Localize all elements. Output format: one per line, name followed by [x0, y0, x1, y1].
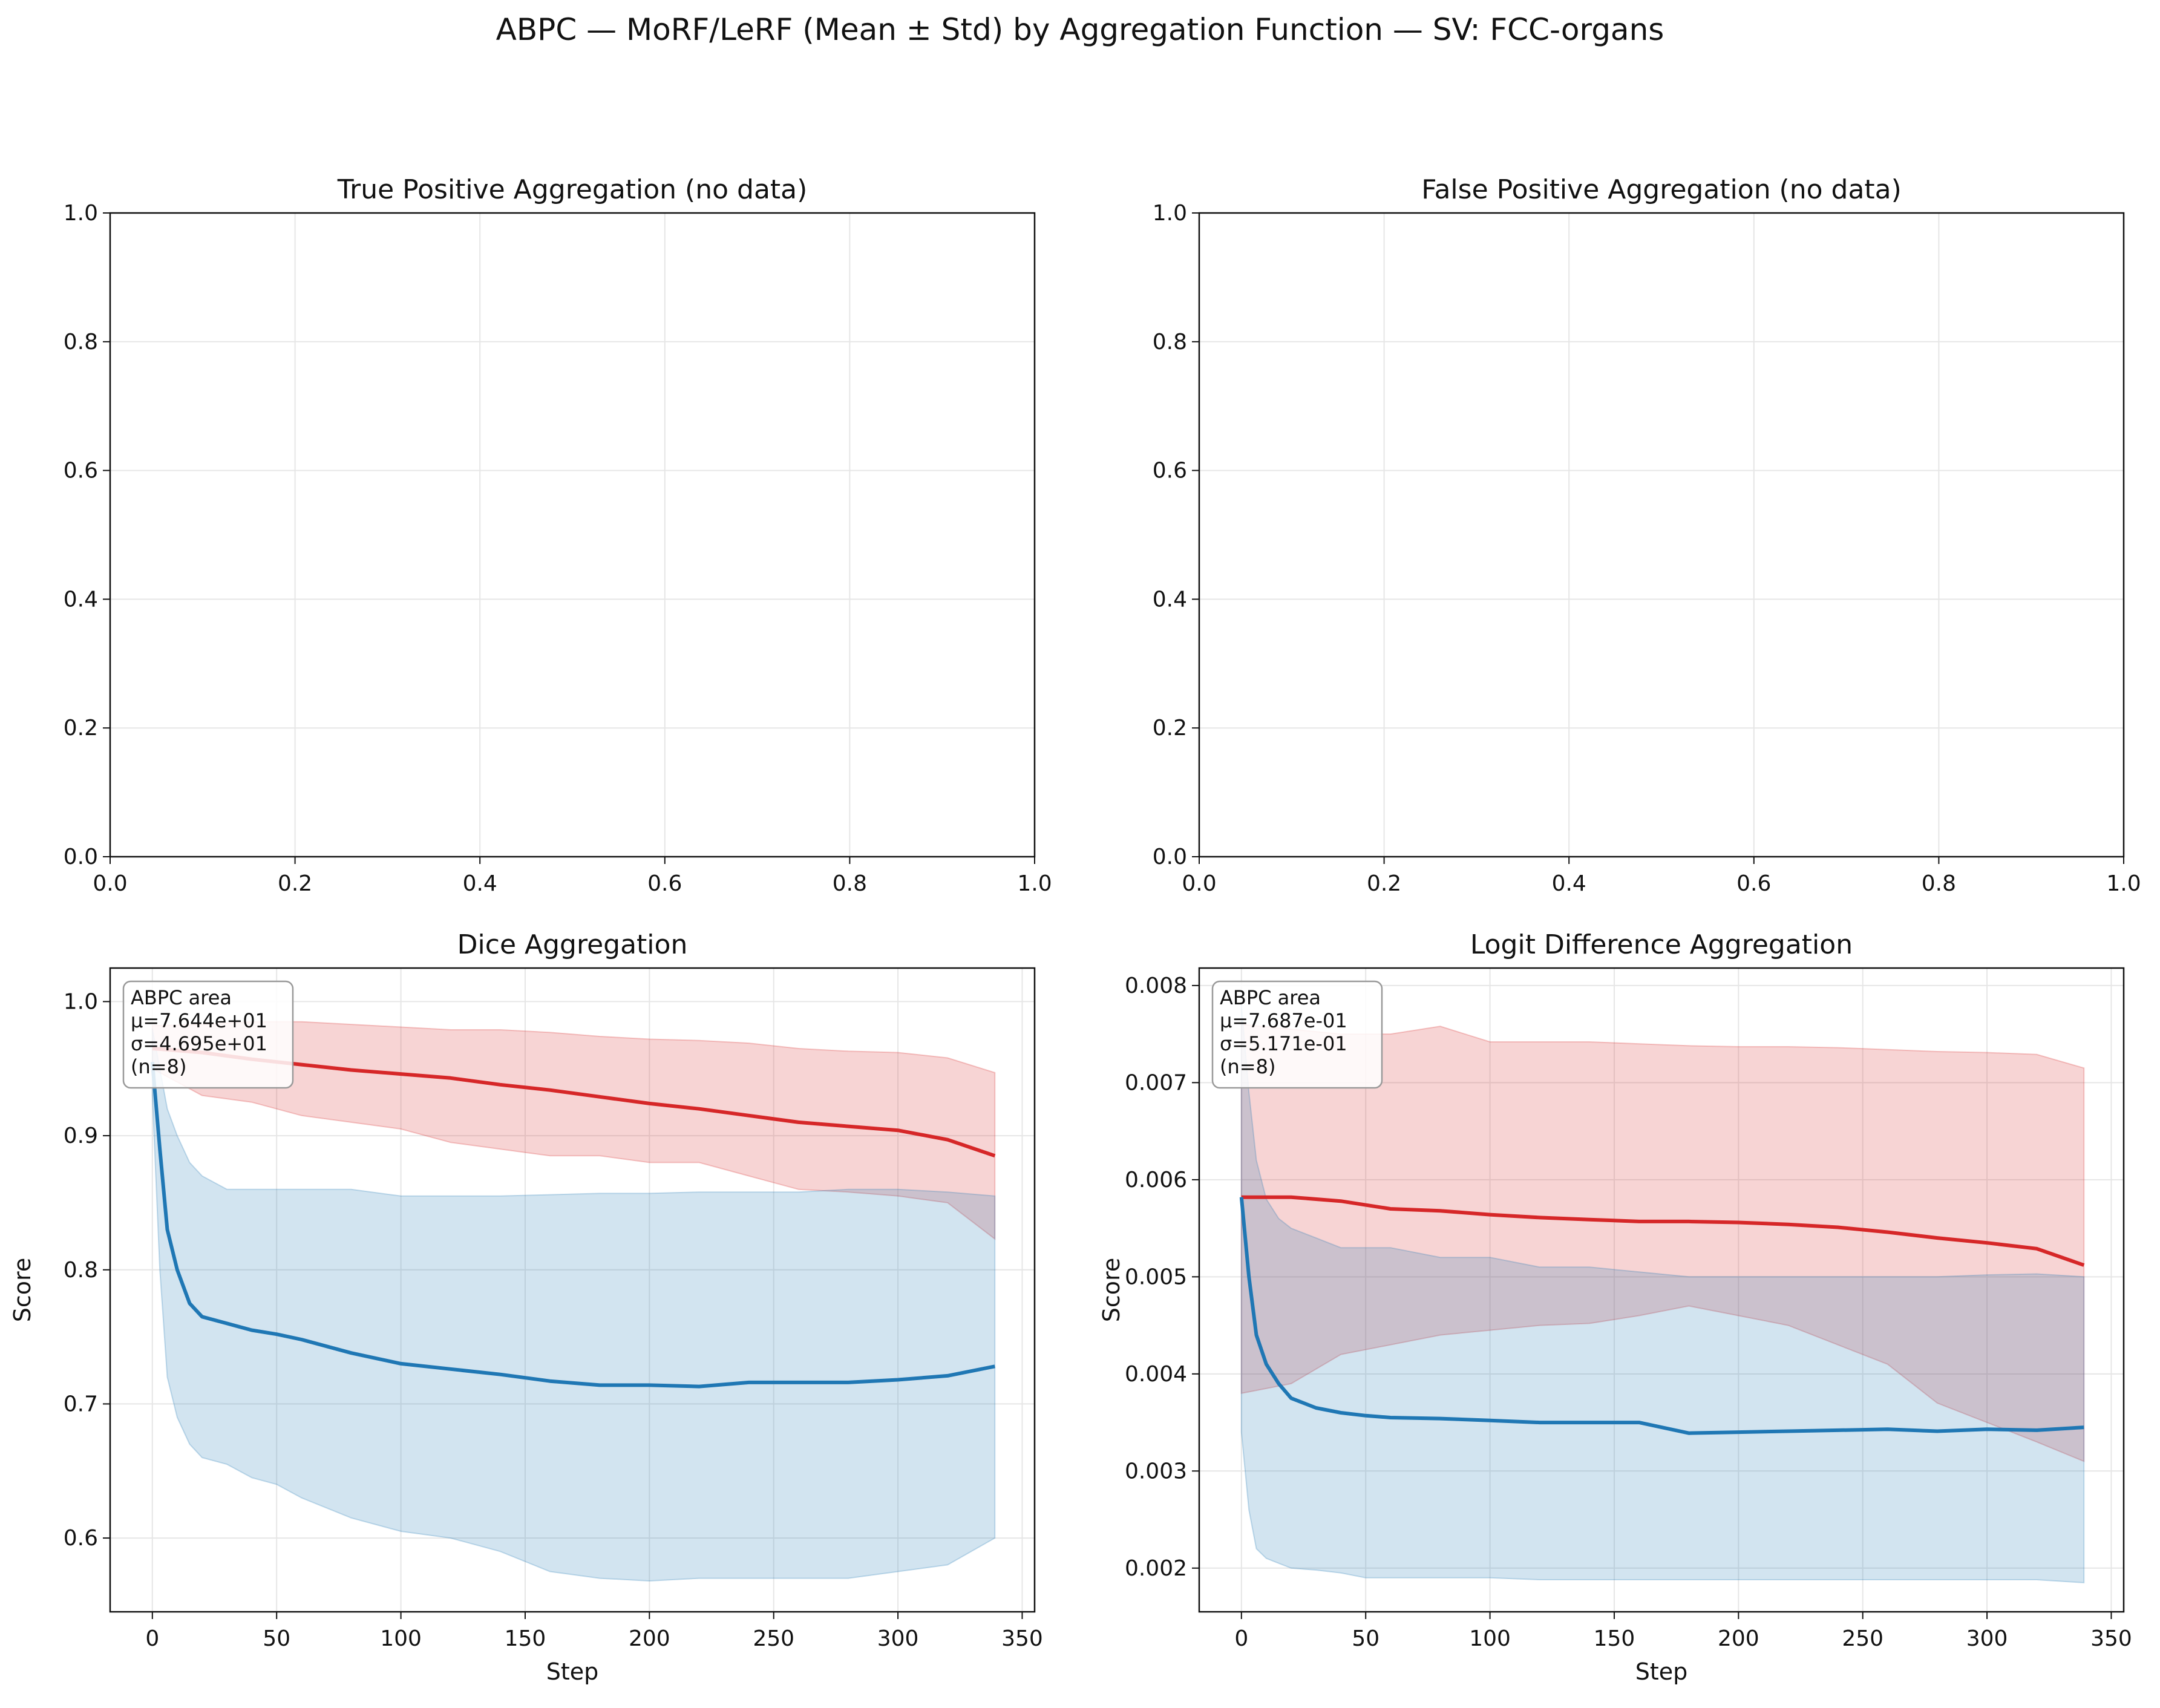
y-tick-label: 0.4: [1153, 587, 1187, 612]
mean-line: [150, 1061, 995, 1389]
x-tick-label: 50: [1352, 1626, 1379, 1651]
y-tick-label: 0.6: [64, 459, 98, 483]
x-tick-label: 1.0: [2106, 871, 2141, 896]
x-tick-label: 200: [629, 1626, 670, 1651]
x-tick-label: 0.4: [463, 871, 497, 896]
x-tick-label: 0.0: [1182, 871, 1216, 896]
x-tick-label: 0.8: [1922, 871, 1956, 896]
annotation-box: [122, 980, 294, 1089]
panel-title: Dice Aggregation: [457, 929, 688, 960]
y-tick-label: 0.8: [64, 1258, 98, 1283]
annotation-box: [1211, 980, 1383, 1089]
std-band: [1240, 1004, 2085, 1583]
x-tick-label: 1.0: [1017, 871, 1052, 896]
x-tick-label: 0: [145, 1626, 159, 1651]
y-tick-label: 0.9: [64, 1124, 98, 1148]
annotation-line: (n=8): [131, 1055, 186, 1078]
x-tick-label: 0.0: [93, 871, 127, 896]
mean-line: [1241, 1195, 2085, 1267]
x-tick-label: 150: [1594, 1626, 1635, 1651]
x-axis-label: Step: [546, 1658, 599, 1685]
y-tick-label: 0.2: [64, 716, 98, 741]
x-tick-label: 0.6: [1736, 871, 1771, 896]
panel-title: Logit Difference Aggregation: [1470, 929, 1853, 960]
y-tick-label: 1.0: [64, 201, 98, 226]
y-tick-label: 0.8: [1153, 330, 1187, 355]
panel-title: True Positive Aggregation (no data): [337, 174, 808, 205]
x-tick-label: 300: [877, 1626, 919, 1651]
panel-3: 0 50 100 150 200 250 300 350 0.6 0.7 0.8 0.9 1.0 Dice…: [9, 929, 1043, 1685]
x-tick-label: 0.2: [1367, 871, 1401, 896]
panel-1: 0.0 0.2 0.4 0.6 0.8 1.0 0.0 0.2 0.4 0.6 0.8 1.0 True…: [64, 174, 1052, 896]
annotation-line: μ=7.687e-01: [1220, 1009, 1347, 1032]
y-tick-label: 1.0: [64, 989, 98, 1014]
x-tick-label: 0: [1234, 1626, 1248, 1651]
y-tick-label: 0.4: [64, 587, 98, 612]
x-tick-label: 250: [753, 1626, 794, 1651]
x-tick-label: 0.4: [1552, 871, 1586, 896]
figure-title: ABPC — MoRF/LeRF (Mean ± Std) by Aggrega…: [496, 12, 1664, 47]
y-tick-label: 0.6: [64, 1526, 98, 1551]
annotation-line: (n=8): [1220, 1055, 1275, 1078]
axes-frame: [109, 967, 1036, 1613]
y-tick-label: 0.007: [1125, 1070, 1187, 1095]
y-tick-label: 0.008: [1125, 973, 1187, 998]
axes-frame: [1198, 212, 2125, 858]
y-axis-label: Score: [1098, 1258, 1125, 1322]
axes-frame: [1198, 967, 2125, 1613]
annotation-line: μ=7.644e+01: [131, 1009, 267, 1032]
x-tick-label: 100: [380, 1626, 422, 1651]
x-tick-label: 350: [1001, 1626, 1043, 1651]
y-tick-label: 0.8: [64, 330, 98, 355]
std-band: [151, 1028, 996, 1582]
annotation-line: ABPC area: [131, 986, 232, 1009]
x-axis-label: Step: [1635, 1658, 1688, 1685]
plot-area: [1239, 1004, 2085, 1583]
x-tick-label: 300: [1966, 1626, 2008, 1651]
x-tick-label: 0.6: [647, 871, 682, 896]
x-tick-label: 0.2: [278, 871, 312, 896]
y-tick-label: 0.2: [1153, 716, 1187, 741]
panel-2: 0.0 0.2 0.4 0.6 0.8 1.0 0.0 0.2 0.4 0.6 0.8 1.0 Fals…: [1153, 174, 2141, 896]
mean-line: [1239, 1197, 2084, 1435]
axes-frame: [109, 212, 1036, 858]
y-tick-label: 0.006: [1125, 1168, 1187, 1193]
y-tick-label: 0.6: [1153, 459, 1187, 483]
y-tick-label: 0.004: [1125, 1362, 1187, 1387]
panel-title: False Positive Aggregation (no data): [1421, 174, 1902, 205]
annotation-line: σ=5.171e-01: [1220, 1032, 1347, 1055]
annotation-line: σ=4.695e+01: [131, 1032, 267, 1055]
y-tick-label: 0.0: [64, 845, 98, 869]
y-tick-label: 0.003: [1125, 1459, 1187, 1484]
x-tick-label: 100: [1469, 1626, 1511, 1651]
plot-area: [150, 1021, 996, 1582]
x-tick-label: 150: [505, 1626, 546, 1651]
x-tick-label: 350: [2090, 1626, 2132, 1651]
x-tick-label: 0.8: [833, 871, 867, 896]
x-tick-label: 200: [1718, 1626, 1759, 1651]
y-tick-label: 0.002: [1125, 1556, 1187, 1581]
y-axis-label: Score: [9, 1258, 36, 1322]
y-tick-label: 1.0: [1153, 201, 1187, 226]
y-tick-label: 0.7: [64, 1392, 98, 1416]
annotation-line: ABPC area: [1220, 986, 1321, 1009]
y-tick-label: 0.005: [1125, 1265, 1187, 1289]
y-tick-label: 0.0: [1153, 845, 1187, 869]
x-tick-label: 50: [263, 1626, 290, 1651]
std-band: [1240, 1023, 2085, 1462]
panel-4: 0 50 100 150 200 250 300 350 0.002 0.003 0.004 0.00…: [1098, 929, 2132, 1685]
std-band: [151, 1021, 996, 1240]
x-tick-label: 250: [1842, 1626, 1883, 1651]
